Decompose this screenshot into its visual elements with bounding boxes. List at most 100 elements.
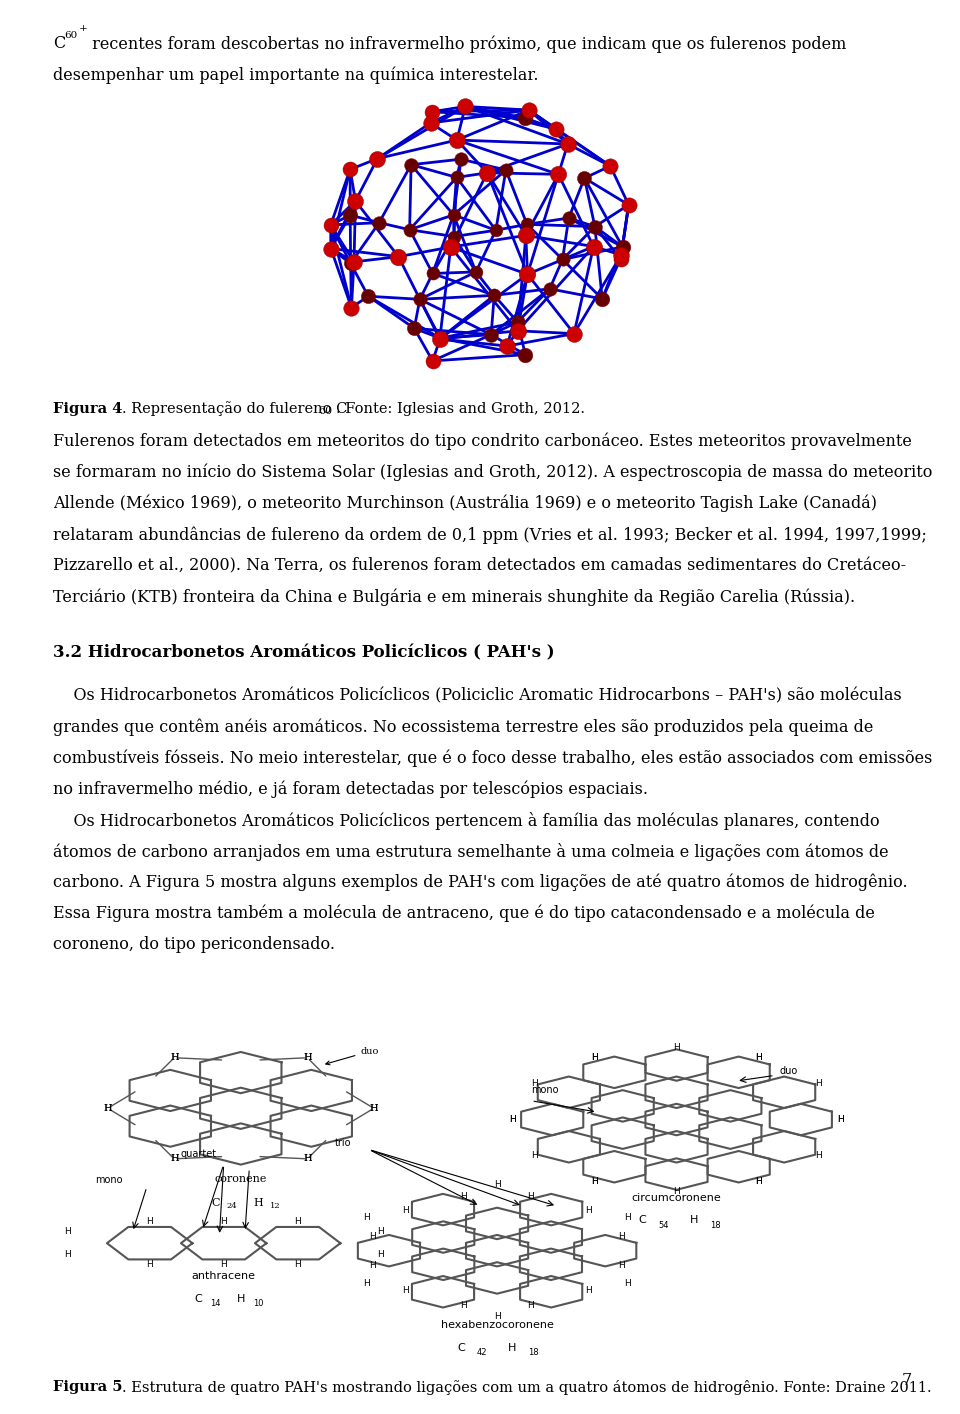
Point (425, 349, 441, 372)
Point (343, 158, 358, 181)
Text: H: H (303, 1154, 312, 1164)
Text: H: H (146, 1260, 153, 1270)
Point (548, 117, 564, 140)
Text: carbono. A Figura 5 mostra alguns exemplos de PAH's com ligações de até quatro á: carbono. A Figura 5 mostra alguns exempl… (53, 874, 907, 891)
Text: átomos de carbono arranjados em uma estrutura semelhante à uma colmeia e ligaçõe: átomos de carbono arranjados em uma estr… (53, 843, 888, 861)
Point (566, 322, 582, 345)
Text: H: H (170, 1053, 179, 1062)
Text: H: H (591, 1178, 598, 1186)
Text: quartet: quartet (180, 1150, 217, 1159)
Point (498, 158, 514, 181)
Text: H: H (364, 1213, 371, 1222)
Point (613, 243, 629, 266)
Text: H: H (531, 1151, 538, 1159)
Point (517, 106, 533, 129)
Text: H: H (170, 1154, 179, 1164)
Text: 18: 18 (528, 1349, 539, 1357)
Text: mono: mono (95, 1175, 123, 1185)
Text: H: H (364, 1280, 371, 1288)
Text: 60: 60 (64, 31, 78, 40)
Text: duo: duo (325, 1046, 379, 1065)
Text: Figura 5: Figura 5 (53, 1380, 122, 1394)
Text: . Representação do fulereno C: . Representação do fulereno C (122, 402, 348, 417)
Point (445, 204, 461, 226)
Text: H: H (104, 1104, 112, 1113)
Point (323, 214, 338, 236)
Point (468, 260, 484, 283)
Text: H: H (689, 1215, 698, 1226)
Text: C: C (211, 1198, 220, 1209)
Text: H: H (461, 1301, 468, 1309)
Text: 7: 7 (901, 1372, 912, 1389)
Point (487, 284, 502, 307)
Text: H: H (170, 1053, 179, 1062)
Text: se formaram no início do Sistema Solar (Iglesias and Groth, 2012). A espectrosco: se formaram no início do Sistema Solar (… (53, 464, 932, 481)
Point (424, 100, 440, 123)
Text: 18: 18 (709, 1220, 720, 1230)
Point (542, 277, 558, 300)
Point (403, 153, 419, 175)
Text: Allende (México 1969), o meteorito Murchinson (Austrália 1969) e o meteorito Tag: Allende (México 1969), o meteorito Murch… (53, 495, 876, 512)
Point (422, 112, 438, 134)
Text: 12: 12 (270, 1202, 280, 1210)
Text: C: C (194, 1294, 202, 1304)
Text: desempenhar um papel importante na química interestelar.: desempenhar um papel importante na quími… (53, 66, 539, 83)
Text: duo: duo (780, 1066, 798, 1076)
Text: H: H (815, 1079, 822, 1089)
Point (517, 344, 533, 366)
Point (347, 250, 362, 273)
Text: Os Hidrocarbonetos Aromáticos Policíclicos (Policiclic Aromatic Hidrocarbons – P: Os Hidrocarbonetos Aromáticos Policíclic… (53, 687, 901, 704)
Text: H: H (303, 1053, 312, 1062)
Text: C: C (53, 35, 65, 52)
Text: H: H (402, 1287, 409, 1295)
Point (499, 335, 515, 358)
Point (586, 235, 601, 257)
Text: H: H (370, 1232, 376, 1240)
Text: 42: 42 (476, 1349, 487, 1357)
Text: H: H (493, 1181, 500, 1189)
Text: Figura 4: Figura 4 (53, 402, 122, 416)
Point (510, 320, 525, 342)
Text: Pizzarello et al., 2000). Na Terra, os fulerenos foram detectados em camadas sed: Pizzarello et al., 2000). Na Terra, os f… (53, 557, 906, 574)
Text: H: H (295, 1260, 301, 1270)
Text: H: H (377, 1250, 384, 1258)
Text: recentes foram descobertas no infravermelho próximo, que indicam que os fulereno: recentes foram descobertas no infraverme… (87, 35, 847, 52)
Text: trio: trio (335, 1138, 351, 1148)
Text: H: H (673, 1044, 680, 1052)
Point (343, 252, 358, 274)
Text: C: C (638, 1215, 646, 1226)
Point (407, 317, 422, 339)
Point (577, 167, 592, 189)
Point (555, 249, 570, 271)
Text: mono: mono (531, 1086, 559, 1096)
Text: H: H (104, 1104, 112, 1113)
Point (518, 223, 534, 246)
Text: H: H (170, 1154, 179, 1164)
Text: H: H (295, 1217, 301, 1226)
Text: H: H (220, 1260, 228, 1270)
Point (402, 218, 418, 240)
Point (372, 211, 387, 233)
Point (561, 206, 576, 229)
Text: H: H (220, 1217, 228, 1226)
Text: C: C (457, 1343, 465, 1353)
Text: 60: 60 (319, 406, 333, 416)
Text: H: H (370, 1104, 378, 1113)
Point (361, 286, 376, 308)
Point (458, 95, 473, 117)
Point (324, 238, 339, 260)
Text: 3.2 Hidrocarbonetos Aromáticos Policíclicos ( PAH's ): 3.2 Hidrocarbonetos Aromáticos Policícli… (53, 645, 555, 662)
Point (453, 148, 468, 171)
Text: Terciário (KTB) fronteira da China e Bulgária e em minerais shunghite da Região : Terciário (KTB) fronteira da China e Bul… (53, 588, 855, 605)
Point (560, 133, 575, 156)
Text: anthracene: anthracene (192, 1271, 255, 1281)
Point (519, 263, 535, 286)
Text: H: H (303, 1154, 312, 1164)
Text: H: H (618, 1261, 625, 1270)
Text: no infravermelho médio, e já foram detectadas por telescópios espaciais.: no infravermelho médio, e já foram detec… (53, 781, 648, 797)
Point (348, 189, 363, 212)
Text: . Estrutura de quatro PAH's mostrando ligações com um a quatro átomos de hidrogê: . Estrutura de quatro PAH's mostrando li… (122, 1380, 931, 1396)
Text: H: H (527, 1301, 534, 1309)
Text: relataram abundâncias de fulereno da ordem de 0,1 ppm (Vries et al. 1993; Becker: relataram abundâncias de fulereno da ord… (53, 526, 926, 543)
Text: circumcoronene: circumcoronene (632, 1193, 721, 1203)
